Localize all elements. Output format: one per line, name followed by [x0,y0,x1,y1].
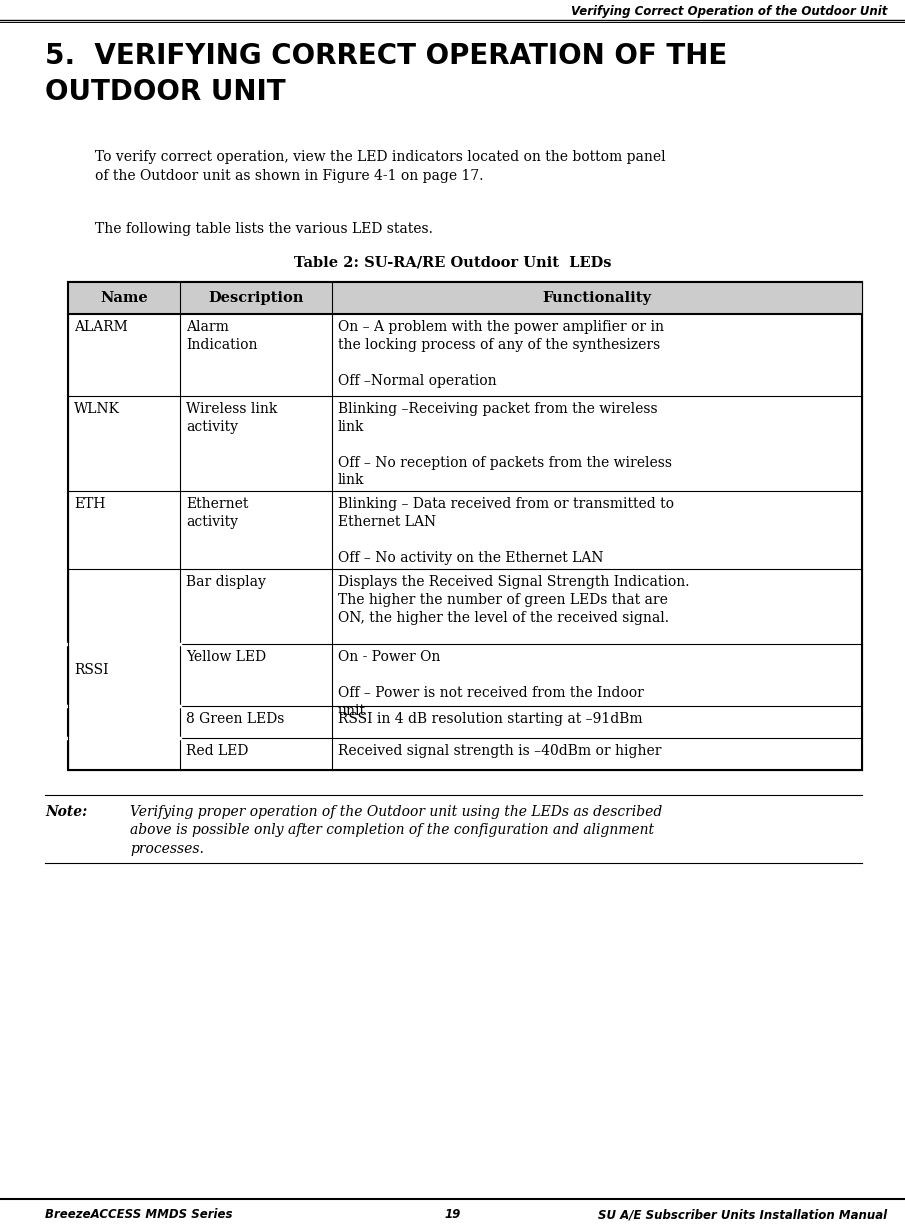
Text: OUTDOOR UNIT: OUTDOOR UNIT [45,77,286,106]
Text: To verify correct operation, view the LED indicators located on the bottom panel: To verify correct operation, view the LE… [95,150,665,183]
Text: 8 Green LEDs: 8 Green LEDs [186,712,284,726]
Text: Name: Name [100,291,148,305]
Text: ALARM: ALARM [74,320,128,334]
Text: Ethernet
activity: Ethernet activity [186,497,248,528]
Text: BreezeACCESS MMDS Series: BreezeACCESS MMDS Series [45,1208,233,1222]
Bar [68,281,862,771]
Text: Verifying proper operation of the Outdoor unit using the LEDs as described
above: Verifying proper operation of the Outdoo… [130,805,662,855]
Text: The following table lists the various LED states.: The following table lists the various LE… [95,222,433,236]
Text: Yellow LED: Yellow LED [186,650,266,664]
Text: Wireless link
activity: Wireless link activity [186,402,277,434]
Text: Bar display: Bar display [186,575,266,589]
Text: Description: Description [208,291,304,305]
Text: 19: 19 [444,1208,461,1222]
Text: Red LED: Red LED [186,744,248,758]
Text: Displays the Received Signal Strength Indication.
The higher the number of green: Displays the Received Signal Strength In… [338,575,690,624]
Text: RSSI in 4 dB resolution starting at –91dBm: RSSI in 4 dB resolution starting at –91d… [338,712,643,726]
Text: 5.  VERIFYING CORRECT OPERATION OF THE: 5. VERIFYING CORRECT OPERATION OF THE [45,42,728,70]
Text: Received signal strength is –40dBm or higher: Received signal strength is –40dBm or hi… [338,744,662,758]
Text: Verifying Correct Operation of the Outdoor Unit: Verifying Correct Operation of the Outdo… [571,5,887,18]
Text: ETH: ETH [74,497,105,511]
Text: Blinking – Data received from or transmitted to
Ethernet LAN

Off – No activity : Blinking – Data received from or transmi… [338,497,674,564]
Text: Alarm
Indication: Alarm Indication [186,320,258,351]
Text: Note:: Note: [45,805,87,819]
Text: On – A problem with the power amplifier or in
the locking process of any of the : On – A problem with the power amplifier … [338,320,664,387]
Text: RSSI: RSSI [74,662,109,676]
Text: Blinking –Receiving packet from the wireless
link

Off – No reception of packets: Blinking –Receiving packet from the wire… [338,402,672,488]
Bar [68,281,862,313]
Text: Functionality: Functionality [542,291,652,305]
Text: SU A/E Subscriber Units Installation Manual: SU A/E Subscriber Units Installation Man… [598,1208,887,1222]
Text: WLNK: WLNK [74,402,120,415]
Text: Table 2: SU-RA/RE Outdoor Unit  LEDs: Table 2: SU-RA/RE Outdoor Unit LEDs [294,254,611,269]
Text: On - Power On

Off – Power is not received from the Indoor
unit: On - Power On Off – Power is not receive… [338,650,643,718]
